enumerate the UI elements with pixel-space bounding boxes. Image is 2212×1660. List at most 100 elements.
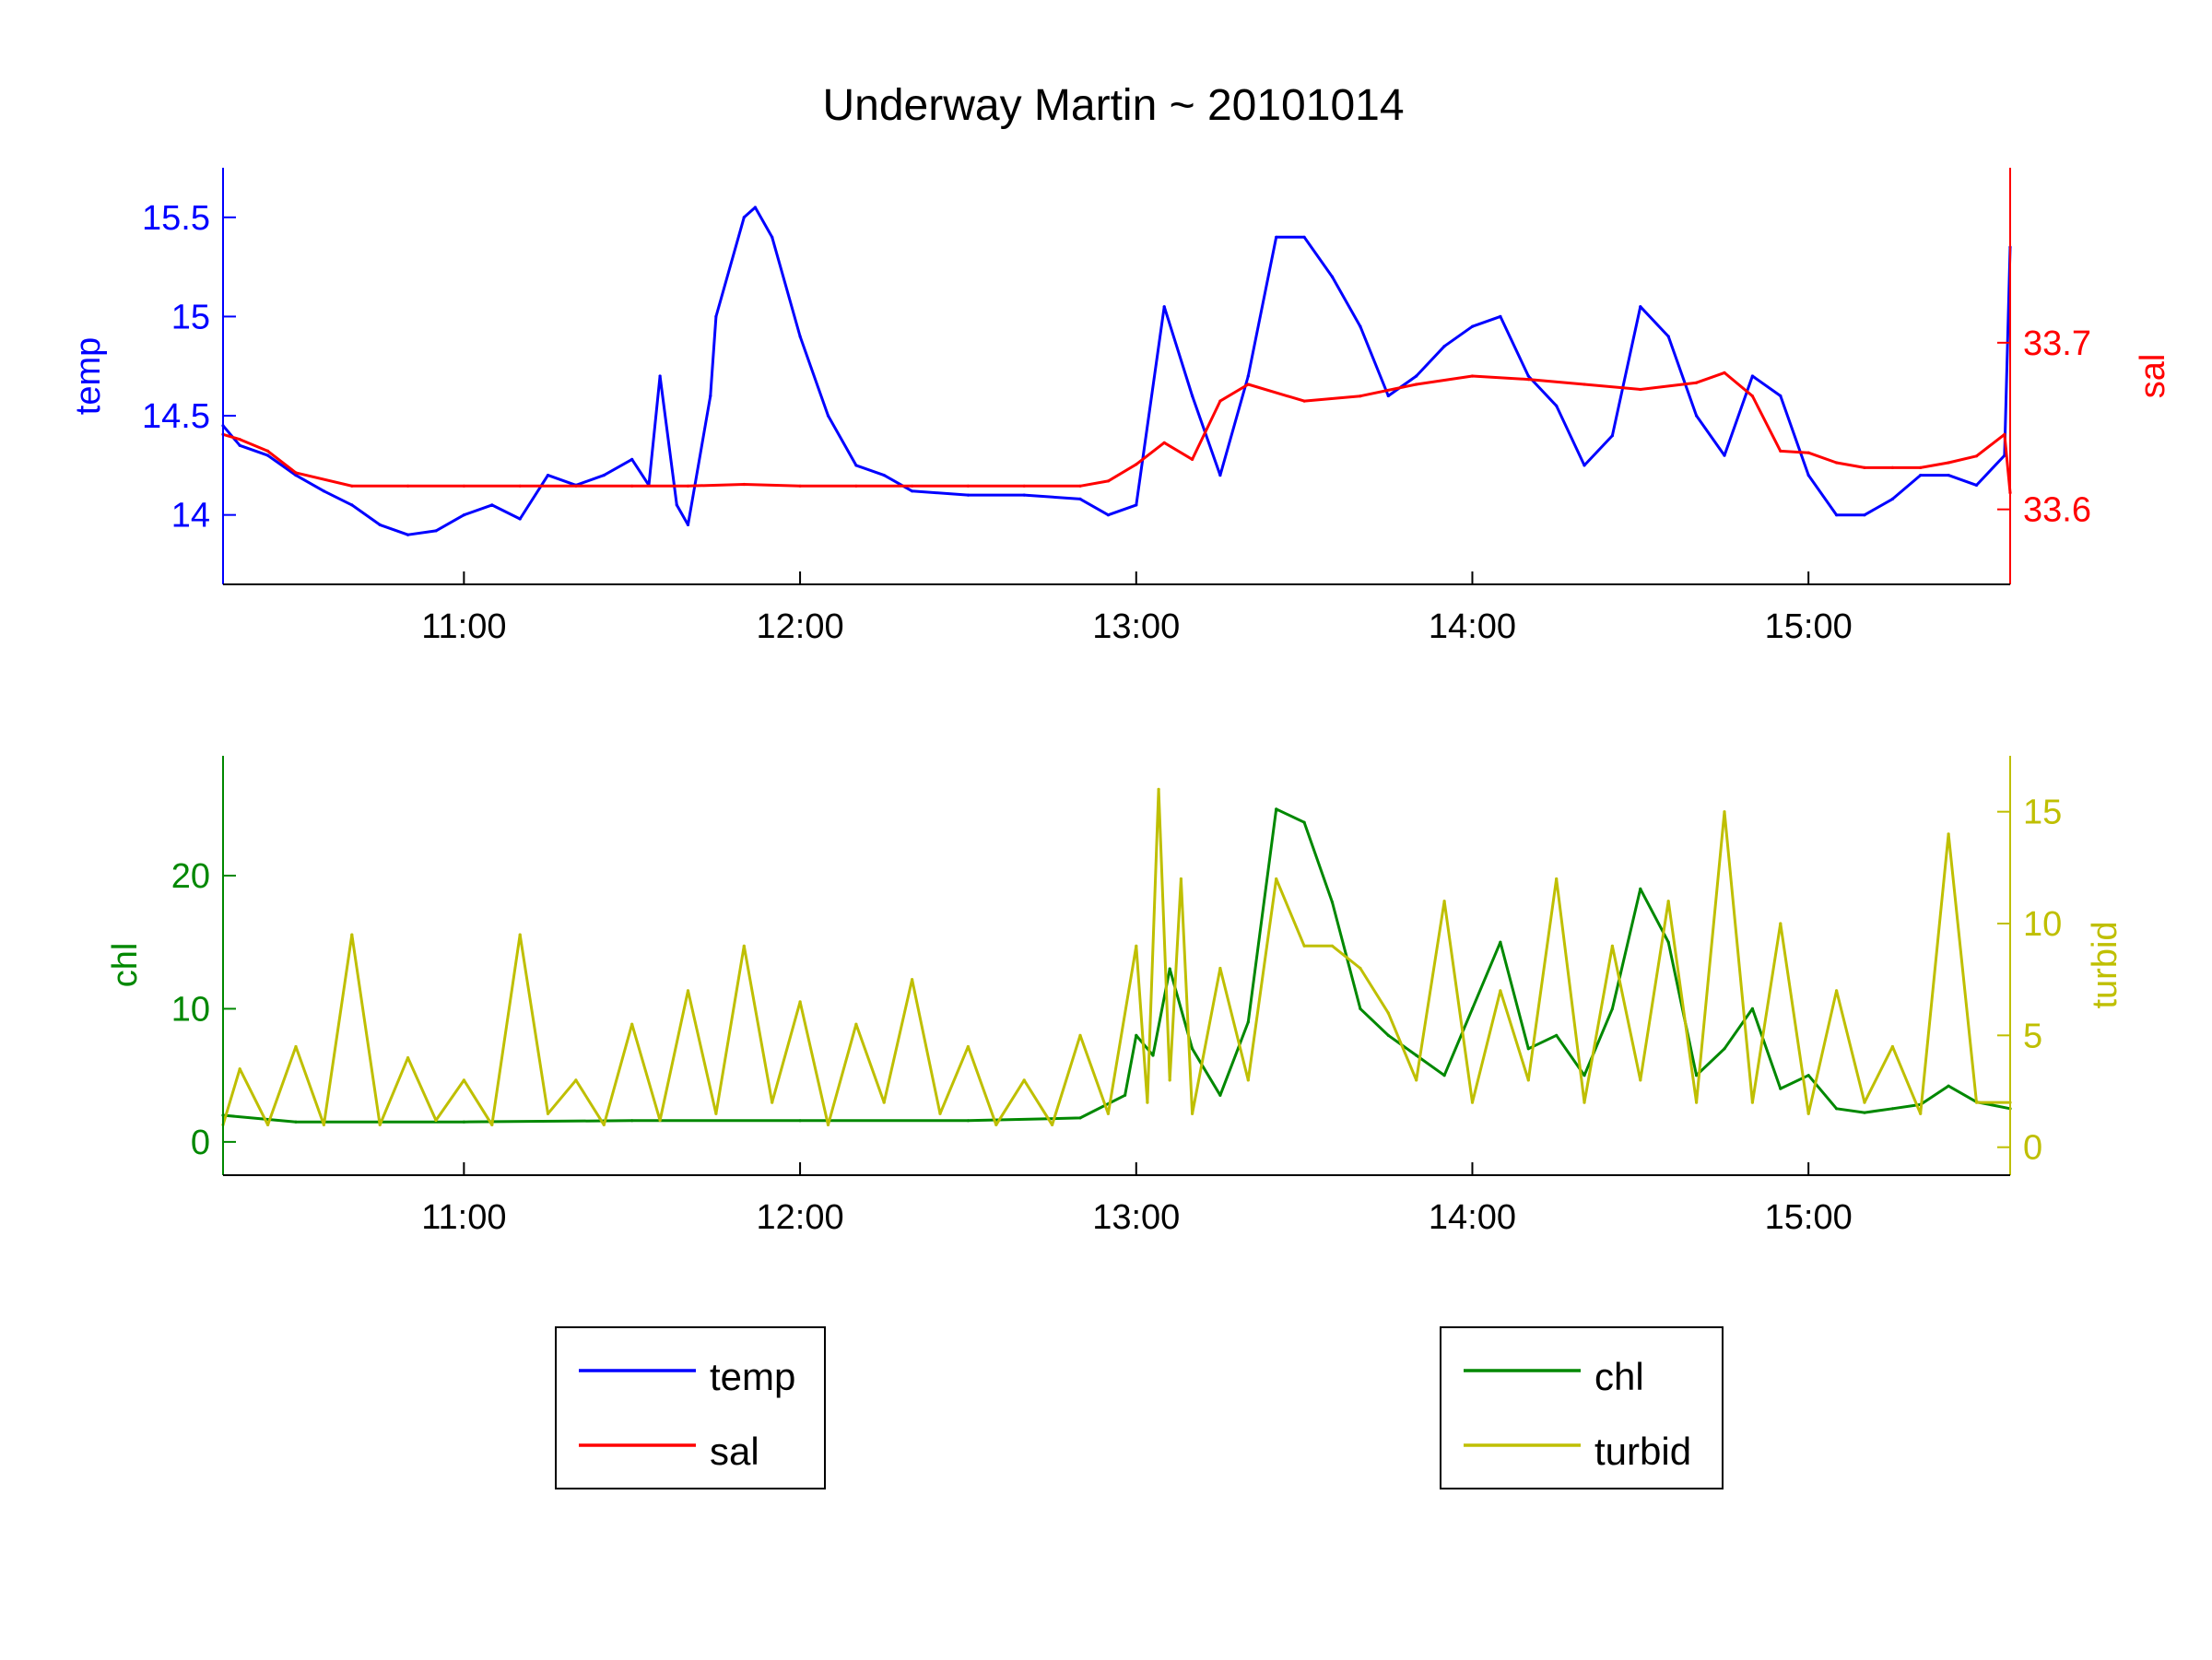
data-point-turbid	[882, 1101, 886, 1104]
data-point-sal	[686, 484, 690, 488]
data-point-turbid	[1583, 1101, 1586, 1104]
data-point-temp	[1470, 324, 1475, 328]
data-point-temp	[658, 374, 662, 378]
legend-label-turbid: turbid	[1594, 1430, 1691, 1473]
series-line-turbid	[221, 787, 2010, 1126]
data-point-temp	[1695, 414, 1699, 418]
data-point-turbid	[518, 933, 522, 936]
data-point-temp	[1947, 474, 1950, 477]
data-point-turbid	[826, 1123, 830, 1126]
data-point-chl	[1246, 1020, 1250, 1024]
data-point-temp	[322, 489, 325, 493]
x-tick-label: 15:00	[1765, 1198, 1853, 1237]
data-point-temp	[1555, 404, 1559, 407]
x-tick-label: 15:00	[1765, 607, 1853, 646]
legend-label-temp: temp	[710, 1355, 795, 1398]
data-point-chl	[1639, 887, 1642, 891]
data-point-temp	[462, 513, 465, 517]
data-point-sal	[798, 484, 802, 488]
data-point-chl	[1499, 940, 1502, 944]
data-point-sal	[294, 471, 298, 475]
data-point-turbid	[630, 1022, 634, 1026]
data-point-temp	[1639, 305, 1642, 309]
data-point-sal	[1919, 465, 1923, 469]
data-point-turbid	[294, 1044, 298, 1049]
data-point-sal	[1835, 461, 1839, 465]
data-point-sal	[1723, 371, 1726, 374]
data-point-sal	[350, 484, 354, 488]
data-point-sal	[1191, 457, 1194, 461]
data-point-temp	[1386, 394, 1390, 398]
data-point-chl	[1191, 1047, 1194, 1051]
data-point-temp	[1106, 513, 1110, 517]
right-y-tick-label: 10	[2023, 905, 2062, 944]
data-point-temp	[1974, 483, 1979, 488]
data-point-sal	[1470, 374, 1475, 378]
data-point-turbid	[1526, 1078, 1530, 1082]
data-point-turbid	[322, 1123, 325, 1126]
data-point-chl	[1275, 807, 1278, 811]
data-point-turbid	[1022, 1078, 1026, 1082]
data-point-sal	[1302, 399, 1306, 403]
data-point-temp	[602, 474, 606, 477]
top-left-y-axis: 14 14.5 15 15.5	[142, 199, 236, 536]
data-point-chl	[1442, 1074, 1446, 1077]
data-point-chl	[1330, 901, 1335, 904]
data-point-temp	[798, 335, 802, 338]
data-point-sal	[2003, 432, 2006, 436]
data-point-turbid	[1610, 944, 1614, 948]
left-y-tick-label: 14	[171, 497, 210, 536]
data-point-turbid	[798, 1000, 802, 1004]
data-point-temp	[434, 529, 438, 533]
data-point-sal	[574, 484, 578, 488]
data-point-turbid	[1919, 1112, 1923, 1115]
x-tick-label: 14:00	[1429, 1198, 1516, 1237]
data-point-chl	[1779, 1087, 1783, 1090]
data-point-turbid	[1666, 900, 1670, 903]
data-point-temp	[1863, 513, 1866, 517]
data-point-turbid	[658, 1118, 662, 1123]
data-point-turbid	[686, 989, 690, 993]
data-point-turbid	[462, 1078, 465, 1082]
legend-box	[1440, 1326, 1724, 1489]
data-point-temp	[1078, 497, 1082, 501]
data-point-chl	[1078, 1116, 1082, 1120]
legend-label-chl: chl	[1594, 1355, 1644, 1398]
data-point-temp	[350, 503, 354, 507]
data-point-temp	[1806, 474, 1810, 477]
x-tick-label: 12:00	[757, 607, 844, 646]
data-point-temp	[1583, 464, 1586, 467]
data-point-temp	[1723, 453, 1726, 457]
data-point-chl	[966, 1119, 970, 1123]
data-point-chl	[1386, 1033, 1390, 1037]
data-point-turbid	[602, 1123, 606, 1126]
legend-label-sal: sal	[710, 1430, 759, 1473]
data-point-temp	[1275, 235, 1278, 239]
data-point-turbid	[1890, 1044, 1894, 1049]
x-tick-label: 12:00	[757, 1198, 844, 1237]
data-point-sal	[630, 484, 634, 488]
data-point-chl	[1666, 940, 1670, 944]
data-point-turbid	[574, 1078, 578, 1082]
data-point-turbid	[1246, 1078, 1250, 1082]
data-point-turbid	[1168, 1078, 1171, 1082]
data-point-temp	[406, 533, 410, 536]
data-point-turbid	[742, 944, 746, 948]
legend-box	[555, 1326, 826, 1489]
data-point-temp	[238, 443, 241, 447]
data-point-turbid	[1947, 832, 1950, 836]
data-point-turbid	[1051, 1123, 1054, 1126]
data-point-temp	[378, 523, 382, 527]
data-point-turbid	[434, 1118, 438, 1123]
data-point-chl	[1806, 1074, 1810, 1077]
data-point-sal	[462, 484, 465, 488]
data-point-turbid	[1695, 1101, 1699, 1104]
data-point-sal	[1135, 463, 1138, 466]
data-point-sal	[1106, 479, 1110, 483]
data-point-temp	[742, 216, 746, 219]
data-point-turbid	[1275, 877, 1278, 881]
data-point-turbid	[266, 1123, 270, 1126]
data-point-temp	[709, 394, 712, 398]
data-point-temp	[490, 503, 494, 507]
